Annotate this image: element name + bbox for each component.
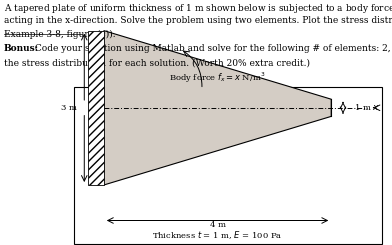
Text: Body force $f_x = x$ N/m$^3$: Body force $f_x = x$ N/m$^3$ [169, 70, 266, 85]
Polygon shape [104, 31, 331, 185]
Text: A tapered plate of uniform thickness of 1 m shown below is subjected to a body f: A tapered plate of uniform thickness of … [4, 2, 392, 15]
Text: Thickness $t$ = 1 m, $E$ = 100 Pa: Thickness $t$ = 1 m, $E$ = 100 Pa [152, 229, 283, 241]
Text: the stress distribution for each solution. (Worth 20% extra credit.): the stress distribution for each solutio… [4, 58, 310, 67]
Text: acting in the x-direction. Solve the problem using two elements. Plot the stress: acting in the x-direction. Solve the pro… [4, 16, 392, 25]
Text: 4 m: 4 m [210, 221, 225, 229]
Polygon shape [88, 31, 104, 185]
Text: Example 3-8, figure (c)).: Example 3-8, figure (c)). [4, 30, 116, 39]
Text: $x$: $x$ [372, 103, 379, 112]
Text: Bonus:: Bonus: [4, 44, 39, 53]
Bar [74, 87, 382, 244]
Text: 1 m: 1 m [355, 104, 370, 112]
Text: Code your solution using Matlab and solve for the following # of elements: 2, 4,: Code your solution using Matlab and solv… [32, 44, 392, 53]
Text: 3 m: 3 m [61, 104, 76, 112]
